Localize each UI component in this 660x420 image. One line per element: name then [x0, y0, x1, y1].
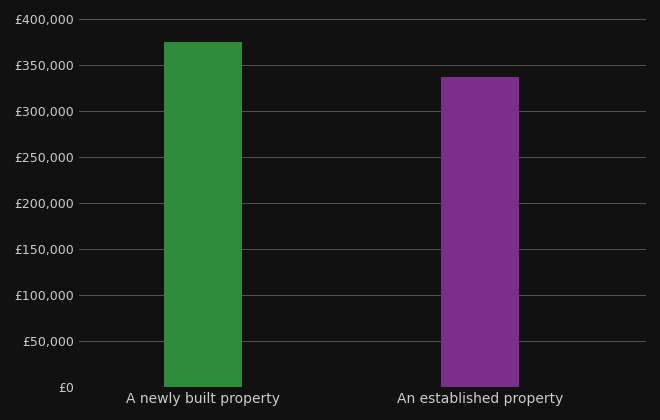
Bar: [442, 77, 519, 387]
Bar: [164, 42, 242, 387]
